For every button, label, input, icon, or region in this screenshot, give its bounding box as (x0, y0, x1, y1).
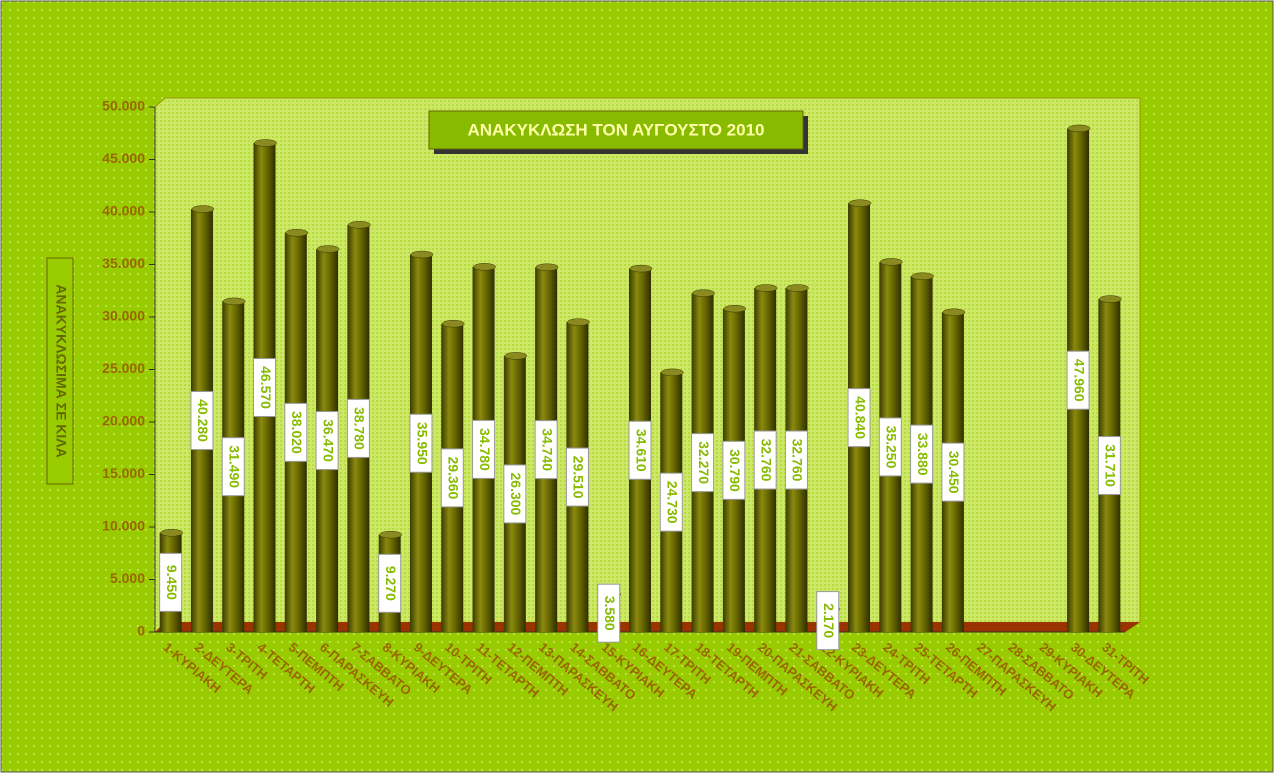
value-label-box (284, 402, 308, 462)
value-label-box (691, 433, 715, 493)
value-label: 29.510 (571, 456, 587, 499)
y-tick-label: 50.000 (102, 98, 145, 114)
value-label-box (659, 472, 683, 532)
value-label: 35.950 (414, 422, 430, 465)
y-tick-label: 10.000 (102, 518, 145, 534)
value-label: 9.270 (383, 566, 399, 601)
value-label: 38.020 (289, 411, 305, 454)
value-label-box (409, 413, 433, 473)
value-label-box (1066, 350, 1090, 410)
value-label: 9.450 (164, 565, 180, 600)
value-label: 30.450 (946, 451, 962, 494)
value-label-box (847, 388, 871, 448)
value-label-box (221, 437, 245, 497)
bar-cap (911, 272, 934, 281)
value-label: 36.470 (320, 419, 336, 462)
value-label: 32.760 (758, 439, 774, 482)
value-label-box (597, 583, 621, 643)
bar-cap (379, 530, 402, 539)
y-tick-label: 25.000 (102, 360, 145, 376)
value-label-box (753, 430, 777, 490)
value-label-box (315, 411, 339, 471)
value-label: 2.170 (821, 603, 837, 638)
value-label-box (378, 553, 402, 613)
value-label: 46.570 (258, 366, 274, 409)
value-label-box (534, 420, 558, 480)
value-label-box (346, 398, 370, 458)
value-label: 29.360 (446, 456, 462, 499)
value-label: 35.250 (884, 426, 900, 469)
bar-cap (786, 284, 809, 292)
value-label: 3.580 (602, 596, 618, 631)
chart-title: ΑΝΑΚΥΚΛΩΣΗ ΤΟΝ ΑΥΓΟΥΣΤΟ 2010 (468, 120, 765, 139)
value-label: 34.740 (539, 428, 555, 471)
y-tick-label: 35.000 (102, 255, 145, 271)
bar-cap (348, 221, 371, 229)
bar-cap (410, 250, 434, 259)
value-label-box (910, 424, 934, 484)
bar-cap (442, 319, 465, 328)
y-tick-label: 40.000 (102, 203, 145, 219)
bar-cap (535, 263, 559, 271)
title-box (428, 110, 804, 150)
bar-cap (723, 304, 747, 313)
bar-cap (848, 199, 872, 207)
bar-cap (1099, 295, 1122, 303)
value-label-box (253, 358, 277, 418)
value-label-box (722, 440, 746, 500)
y-tick-label: 15.000 (102, 465, 145, 481)
bar-cap (942, 308, 966, 317)
bar-cap (661, 368, 684, 377)
value-label-box (628, 420, 652, 480)
value-label: 32.760 (790, 439, 806, 482)
bar-cap (1067, 124, 1091, 133)
value-label: 40.280 (195, 399, 211, 442)
value-label-box (784, 430, 808, 490)
y-tick-label: 45.000 (102, 150, 145, 166)
y-tick-label: 5.000 (110, 570, 145, 586)
value-label: 40.840 (852, 396, 868, 439)
value-label: 47.960 (1071, 359, 1087, 402)
value-label: 30.790 (727, 449, 743, 492)
y-tick-label: 20.000 (102, 413, 145, 429)
value-label-box (565, 447, 589, 507)
y-axis-label-box (46, 257, 74, 485)
value-label: 24.730 (665, 481, 681, 524)
y-tick-label: 30.000 (102, 308, 145, 324)
value-label-box (503, 464, 527, 524)
value-label: 31.710 (1103, 444, 1119, 487)
value-label: 34.780 (477, 428, 493, 471)
value-label-box (159, 552, 183, 612)
bar-cap (754, 284, 778, 292)
value-label-box (878, 417, 902, 477)
value-label-box (941, 442, 965, 502)
y-axis-label: ΑΝΑΚΥΚΛΩΣΙΜΑ ΣΕ ΚΙΛΑ (53, 284, 69, 457)
value-label-box (1097, 436, 1121, 496)
value-label-box (816, 591, 840, 651)
value-label: 34.610 (633, 429, 649, 472)
value-label: 33.880 (915, 433, 931, 476)
value-label-box (190, 391, 214, 451)
bar-cap (880, 258, 903, 266)
bar-cap (629, 264, 653, 273)
bar-cap (222, 297, 246, 306)
value-label-box (472, 419, 496, 479)
value-label-box (440, 448, 464, 508)
value-label: 26.300 (508, 473, 524, 516)
value-label: 32.270 (696, 441, 712, 484)
bar-cap (692, 289, 715, 297)
bar-cap (160, 529, 183, 537)
bar-cap (254, 139, 277, 147)
bar-cap (473, 263, 496, 271)
bar-cap (285, 229, 309, 237)
bar-cap (567, 318, 590, 326)
value-label: 31.490 (227, 445, 243, 488)
y-tick-label: 0 (137, 623, 145, 639)
bar-cap (316, 245, 340, 253)
value-label: 38.780 (352, 407, 368, 450)
bar-cap (504, 352, 528, 360)
bar-cap (191, 205, 215, 213)
